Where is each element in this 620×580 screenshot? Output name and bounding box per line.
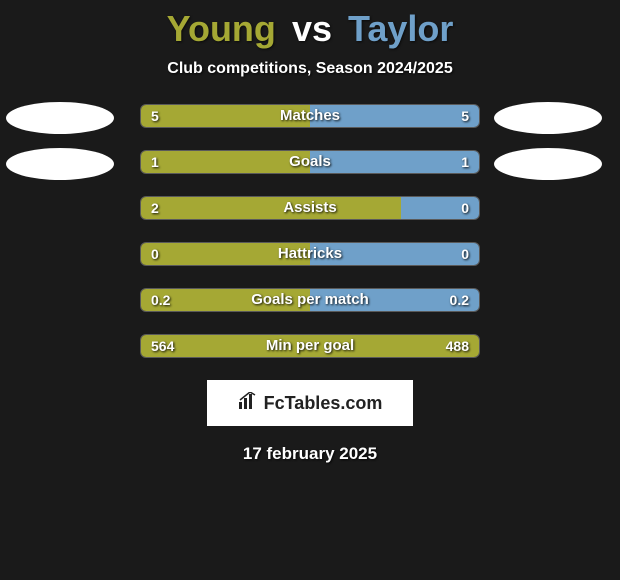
stat-label: Hattricks — [141, 243, 479, 265]
stat-label: Min per goal — [141, 335, 479, 357]
stat-bar: 564488Min per goal — [140, 334, 480, 358]
stat-label: Assists — [141, 197, 479, 219]
player1-photo — [6, 102, 114, 134]
logo-label: FcTables.com — [264, 393, 383, 414]
vs-label: vs — [292, 8, 332, 49]
stats-container: 55Matches 11Goals 20Assists 00Hattricks 0.20… — [0, 104, 620, 360]
stat-bar: 55Matches — [140, 104, 480, 128]
stat-label: Goals — [141, 151, 479, 173]
stat-row: 55Matches — [0, 104, 620, 130]
site-logo[interactable]: FcTables.com — [207, 380, 413, 426]
stat-row: 20Assists — [0, 196, 620, 222]
stat-bar: 20Assists — [140, 196, 480, 220]
stat-label: Goals per match — [141, 289, 479, 311]
player1-photo — [6, 148, 114, 180]
stat-bar: 00Hattricks — [140, 242, 480, 266]
stat-row: 00Hattricks — [0, 242, 620, 268]
player2-name: Taylor — [348, 8, 453, 49]
player2-photo — [494, 148, 602, 180]
stat-label: Matches — [141, 105, 479, 127]
stat-bar: 0.20.2Goals per match — [140, 288, 480, 312]
stat-bar: 11Goals — [140, 150, 480, 174]
player2-photo — [494, 102, 602, 134]
chart-icon — [238, 392, 260, 415]
date-label: 17 february 2025 — [0, 444, 620, 464]
comparison-title: Young vs Taylor — [0, 0, 620, 50]
player1-name: Young — [167, 8, 276, 49]
stat-row: 11Goals — [0, 150, 620, 176]
subtitle: Club competitions, Season 2024/2025 — [0, 60, 620, 78]
stat-row: 564488Min per goal — [0, 334, 620, 360]
stat-row: 0.20.2Goals per match — [0, 288, 620, 314]
logo-text: FcTables.com — [238, 392, 383, 415]
